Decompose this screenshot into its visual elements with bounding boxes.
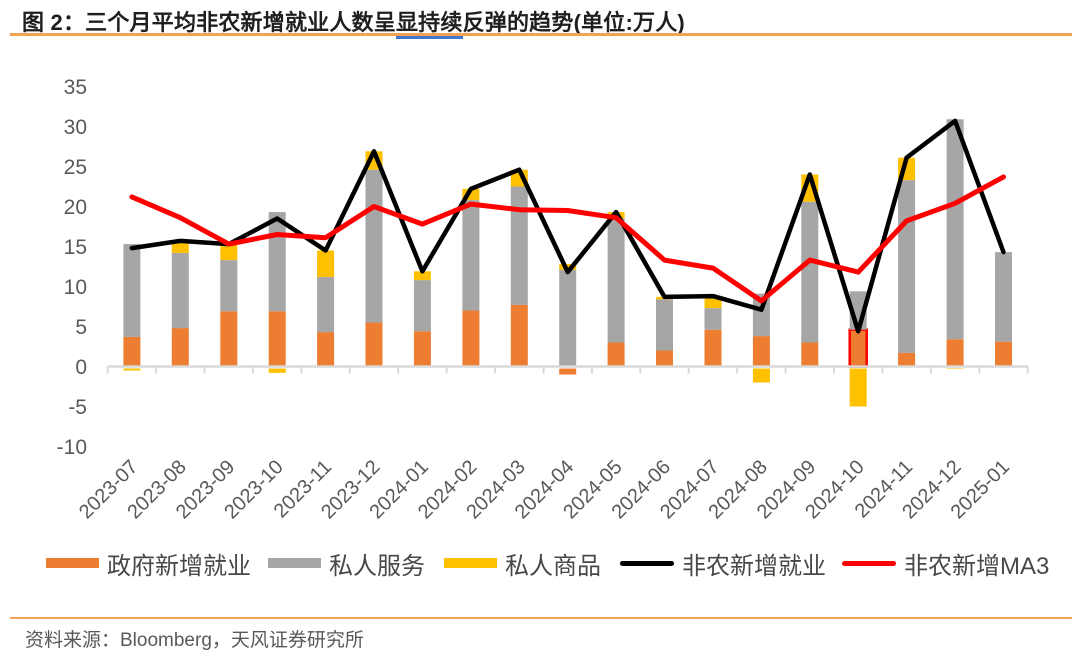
legend-item-nonfarm-total: 非农新增就业	[620, 549, 826, 580]
y-axis-labels: 35 30 25 20 15 10 5 0 -5 -10	[57, 76, 87, 459]
line-series-0	[129, 118, 1006, 334]
legend-item-nonfarm-ma3: 非农新增MA3	[842, 549, 1049, 580]
figure-title-underlined-text: 显持续	[395, 10, 463, 39]
legend-label-private-services: 私人服务	[329, 552, 425, 580]
top-accent-divider	[10, 33, 1072, 36]
chart-canvas: 35 30 25 20 15 10 5 0 -5 -102023-072023-082023-09…	[57, 76, 1029, 523]
legend-label-nonfarm-total: 非农新增就业	[682, 552, 826, 580]
figure-title-suffix: 反弹的趋势(单位:万人)	[462, 10, 685, 35]
x-axis-labels: 2023-072023-082023-092023-102023-112023-…	[75, 456, 1014, 523]
x-axis	[106, 365, 1029, 374]
svg-text:-5: -5	[68, 396, 87, 419]
svg-text:25: 25	[64, 156, 87, 179]
bottom-accent-divider	[10, 617, 1072, 619]
legend-swatch-goods-bar-icon	[444, 558, 497, 568]
svg-text:35: 35	[64, 76, 87, 99]
svg-text:20: 20	[64, 196, 87, 219]
legend-label-private-goods: 私人商品	[505, 552, 601, 580]
legend-item-government: 政府新增就业	[46, 549, 251, 580]
line-series-1	[129, 174, 1006, 304]
legend-swatch-government-bar-icon	[46, 558, 99, 568]
svg-text:-10: -10	[57, 436, 87, 459]
source-note: 资料来源：Bloomberg，天风证券研究所	[25, 630, 364, 651]
figure-title: 图 2：三个月平均非农新增就业人数呈显持续反弹的趋势(单位:万人)	[22, 5, 685, 39]
legend-label-nonfarm-ma3: 非农新增MA3	[904, 552, 1050, 580]
legend-item-private-services: 私人服务	[268, 549, 425, 580]
svg-text:30: 30	[64, 116, 87, 139]
legend-swatch-ma3-line-icon	[842, 560, 896, 566]
legend-item-private-goods: 私人商品	[444, 549, 601, 580]
figure-title-prefix: 图 2：三个月平均非农新增就业人数呈	[22, 10, 396, 35]
svg-text:15: 15	[64, 236, 87, 259]
svg-text:5: 5	[75, 316, 87, 339]
nonfarm-payroll-chart: 35 30 25 20 15 10 5 0 -5 -10 2023-07 2023-08 2023-09…	[57, 76, 1029, 523]
svg-text:10: 10	[64, 276, 87, 299]
svg-text:0: 0	[75, 356, 87, 379]
legend-swatch-services-bar-icon	[268, 558, 321, 568]
bars-layer	[123, 119, 1012, 407]
legend-swatch-nonfarm-line-icon	[620, 560, 674, 566]
legend-label-government: 政府新增就业	[107, 552, 251, 580]
